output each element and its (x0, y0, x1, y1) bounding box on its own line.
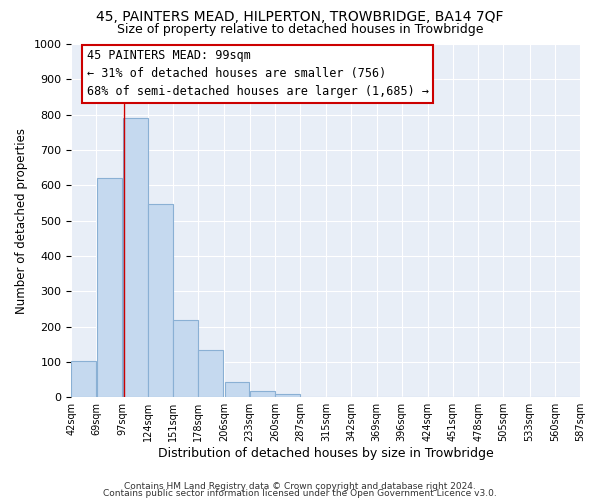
Bar (123, 118, 148, 397)
Bar (97, 178, 122, 397)
Y-axis label: Number of detached properties: Number of detached properties (15, 128, 28, 314)
Bar (173, 320, 198, 397)
Text: 45 PAINTERS MEAD: 99sqm
← 31% of detached houses are smaller (756)
68% of semi-d: 45 PAINTERS MEAD: 99sqm ← 31% of detache… (86, 50, 428, 98)
X-axis label: Distribution of detached houses by size in Trowbridge: Distribution of detached houses by size … (158, 447, 494, 460)
Bar (224, 382, 250, 397)
Text: Contains HM Land Registry data © Crown copyright and database right 2024.: Contains HM Land Registry data © Crown c… (124, 482, 476, 491)
Bar (71, 361, 97, 397)
Bar (250, 391, 275, 397)
Bar (275, 394, 300, 397)
Text: Size of property relative to detached houses in Trowbridge: Size of property relative to detached ho… (117, 22, 483, 36)
Bar (199, 350, 223, 397)
Text: Contains public sector information licensed under the Open Government Licence v3: Contains public sector information licen… (103, 490, 497, 498)
Bar (148, 204, 173, 397)
Text: 45, PAINTERS MEAD, HILPERTON, TROWBRIDGE, BA14 7QF: 45, PAINTERS MEAD, HILPERTON, TROWBRIDGE… (96, 10, 504, 24)
